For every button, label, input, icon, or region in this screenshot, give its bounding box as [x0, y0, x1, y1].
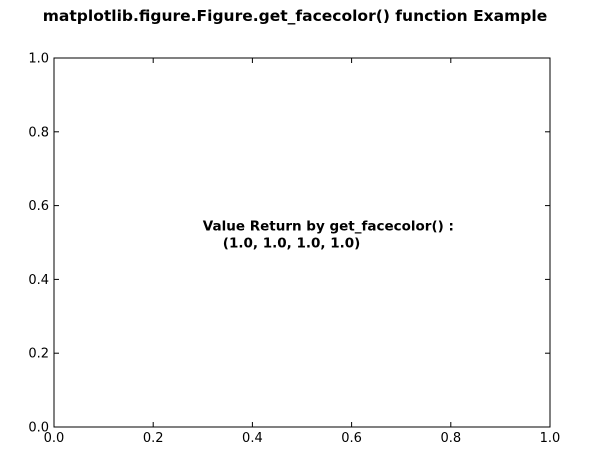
figure-title: matplotlib.figure.Figure.get_facecolor()…	[42, 7, 548, 25]
annotation-line: Value Return by get_facecolor() :	[203, 219, 454, 235]
y-tick-label: 0.4	[28, 273, 49, 288]
y-tick-label: 0.8	[28, 125, 49, 140]
y-tick-label: 0.6	[28, 199, 49, 214]
x-tick-label: 0.4	[242, 431, 263, 446]
x-tick-label: 1.0	[540, 431, 561, 446]
annotation-text: Value Return by get_facecolor() : (1.0, 1…	[203, 219, 454, 252]
x-tick-label: 0.0	[44, 431, 65, 446]
annotations: Value Return by get_facecolor() : (1.0, 1…	[203, 219, 454, 252]
y-tick-label: 0.2	[28, 347, 49, 362]
y-tick-label: 1.0	[28, 52, 49, 67]
axes-frame	[53, 57, 551, 428]
x-tick-label: 0.6	[341, 431, 362, 446]
axes	[53, 57, 551, 428]
annotation-line: (1.0, 1.0, 1.0, 1.0)	[223, 236, 360, 252]
x-axis: 0.0 0.2 0.4 0.6 0.8 1.0	[44, 58, 561, 446]
x-tick-label: 0.2	[143, 431, 164, 446]
y-axis: 0.0 0.2 0.4 0.6 0.8 1.0	[28, 52, 550, 436]
x-tick-label: 0.8	[440, 431, 461, 446]
y-tick-label: 0.0	[28, 421, 49, 436]
